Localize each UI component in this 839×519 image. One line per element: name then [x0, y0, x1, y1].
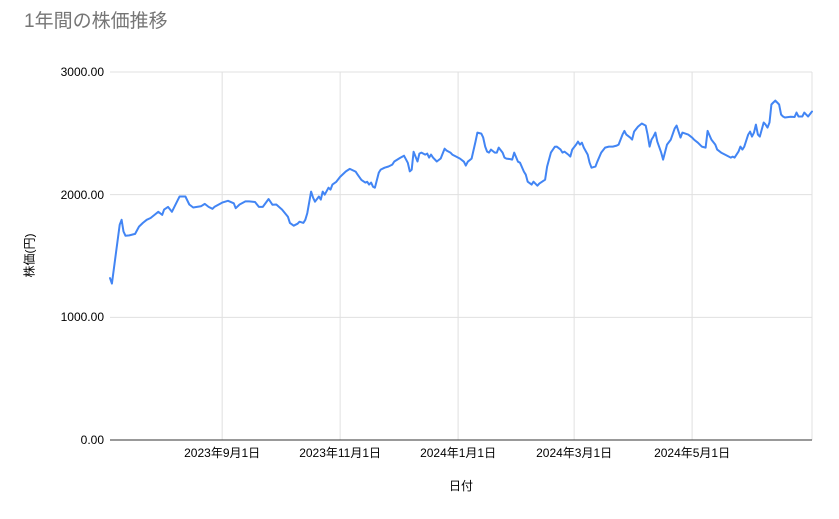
- y-tick-label: 2000.00: [60, 187, 104, 202]
- y-tick-label: 3000.00: [60, 65, 104, 79]
- stock-price-series-line: [109, 99, 813, 285]
- x-tick-label: 2024年3月1日: [536, 446, 613, 460]
- x-tick-label: 2024年5月1日: [654, 446, 731, 460]
- x-tick-label: 2023年9月1日: [184, 446, 261, 460]
- x-tick-label: 2024年1月1日: [420, 446, 497, 460]
- y-tick-label: 0.00: [80, 433, 104, 447]
- chart-title: 1年間の株価推移: [24, 11, 168, 32]
- x-tick-label: 2023年11月1日: [299, 446, 382, 460]
- x-axis-title: 日付: [448, 479, 473, 493]
- y-tick-label: 1000.00: [60, 310, 104, 325]
